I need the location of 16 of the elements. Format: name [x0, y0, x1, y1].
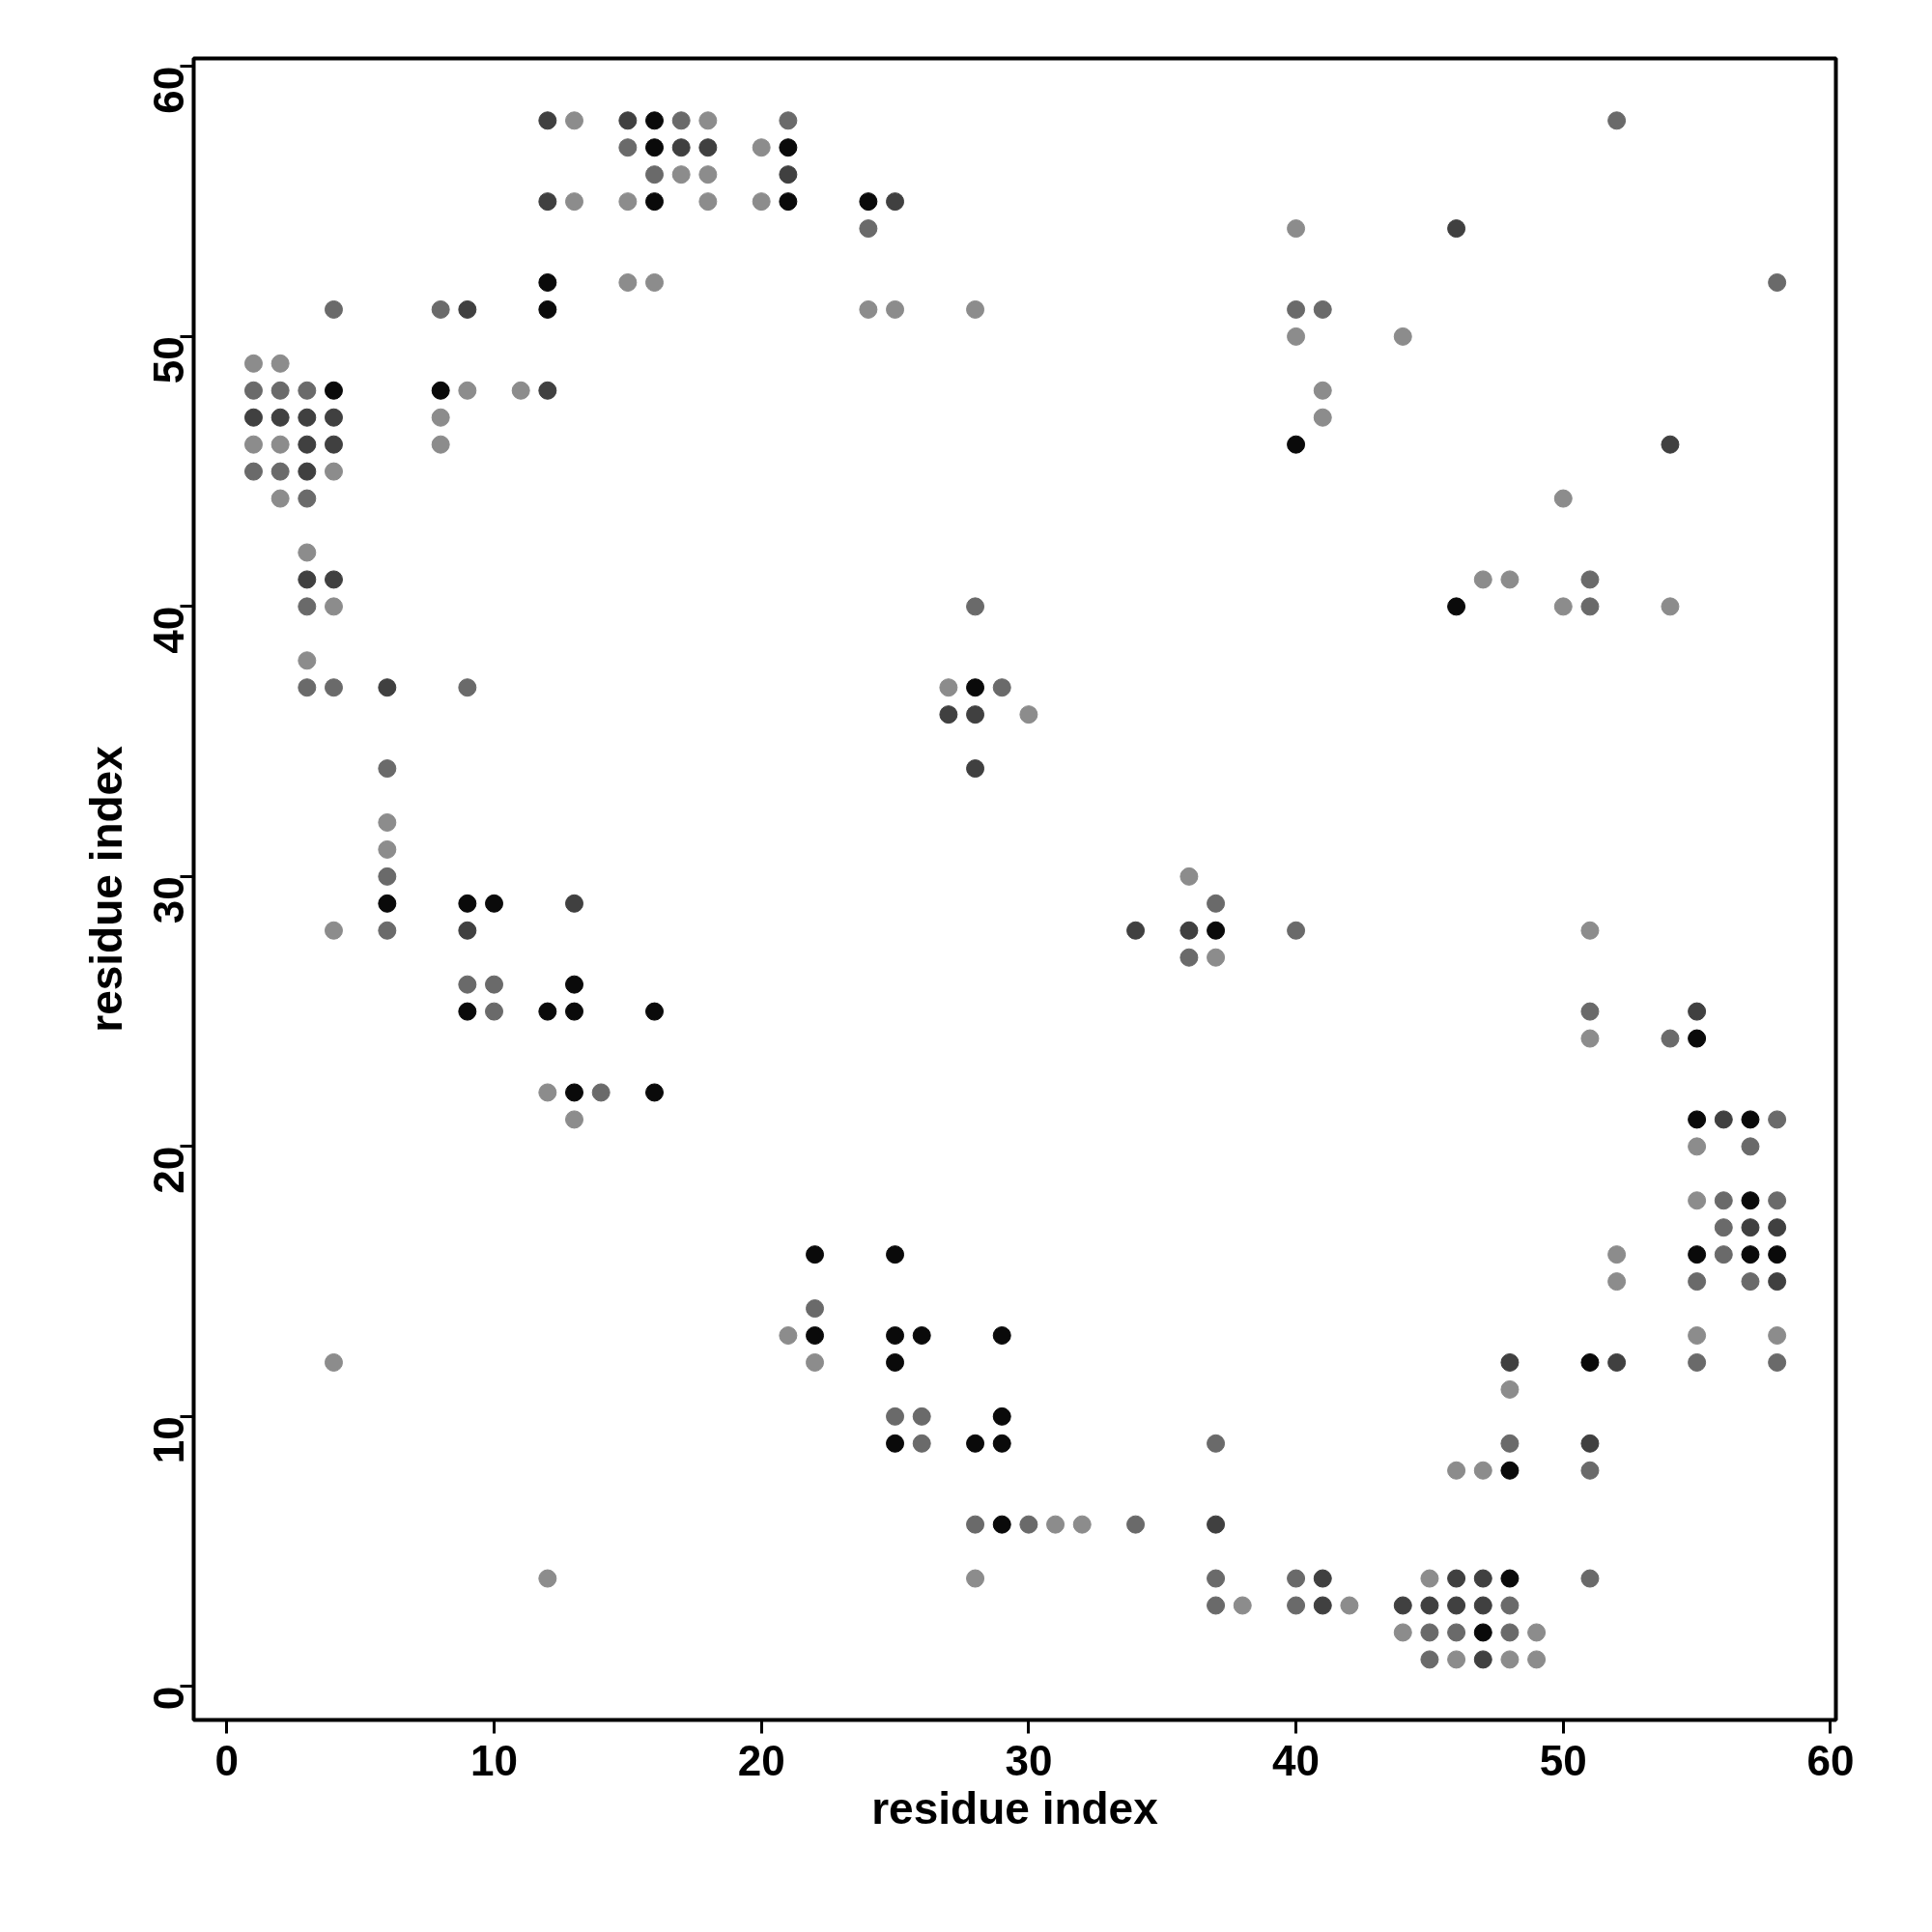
x-tick-label: 0 [214, 1736, 240, 1784]
y-axis-title: residue index [80, 745, 131, 1033]
x-tick-label: 10 [470, 1736, 518, 1784]
x-tick-label: 30 [1005, 1736, 1053, 1784]
x-tick-label: 20 [737, 1736, 785, 1784]
y-tick-label: 10 [145, 1416, 192, 1464]
x-tick-label: 60 [1806, 1736, 1855, 1784]
y-tick-label: 40 [145, 606, 192, 654]
y-tick-label: 0 [145, 1686, 192, 1711]
y-tick-label: 30 [145, 876, 192, 924]
y-tick-label: 60 [145, 66, 192, 114]
x-tick-label: 40 [1272, 1736, 1321, 1784]
y-tick-label: 20 [145, 1146, 192, 1194]
x-tick-label: 50 [1539, 1736, 1587, 1784]
x-axis-title: residue index [871, 1782, 1159, 1833]
y-tick-label: 50 [145, 336, 192, 384]
